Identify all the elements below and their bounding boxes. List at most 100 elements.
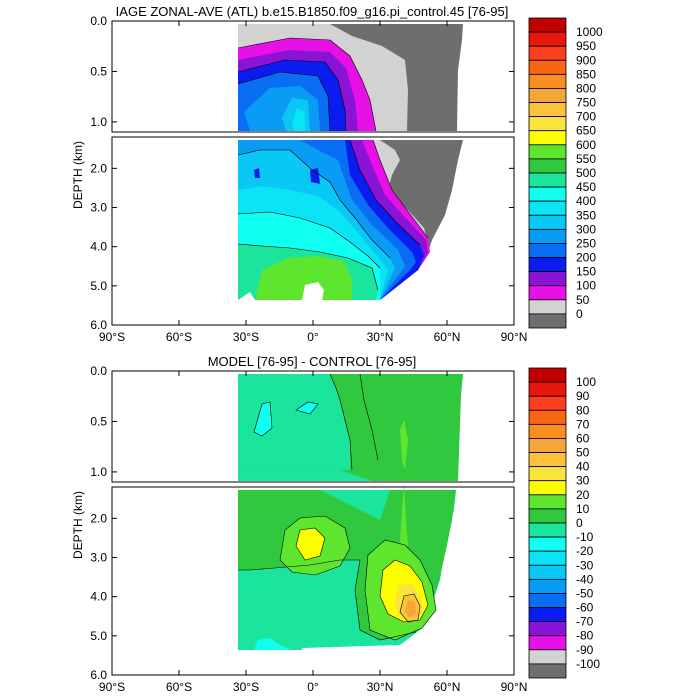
x-tick-label: 90°N	[501, 330, 528, 344]
colorbar-label: 30	[576, 474, 590, 488]
colorbar-label: -40	[576, 572, 594, 586]
y-tick-label: 4.0	[90, 240, 107, 254]
colorbar-label: -10	[576, 530, 594, 544]
colorbar-swatch	[528, 214, 567, 230]
chart-1: IAGE ZONAL-AVE (ATL) b.e15.B1850.f09_g16…	[71, 4, 603, 344]
chart-2-colorbar: 1009080706050403020100-10-20-30-40-50-60…	[528, 367, 600, 679]
colorbar-label: 40	[576, 460, 590, 474]
y-tick-label: 0.5	[90, 64, 107, 78]
colorbar-swatch	[528, 466, 567, 482]
colorbar-swatch	[528, 578, 567, 594]
colorbar-swatch	[528, 228, 567, 244]
colorbar-swatch	[528, 45, 567, 61]
colorbar-swatch	[528, 381, 567, 397]
y-tick-label: 5.0	[90, 279, 107, 293]
colorbar-label: 80	[576, 403, 590, 417]
colorbar-swatch	[528, 17, 567, 33]
colorbar-label: 400	[576, 194, 596, 208]
colorbar-label: 100	[576, 375, 596, 389]
colorbar-swatch	[528, 172, 567, 188]
y-tick-label: 3.0	[90, 551, 107, 565]
x-tick-label: 0°	[307, 680, 319, 694]
colorbar-swatch	[528, 299, 567, 315]
colorbar-swatch	[528, 158, 567, 174]
x-tick-label: 30°S	[233, 680, 259, 694]
colorbar-label: 800	[576, 81, 596, 95]
colorbar-label: -70	[576, 615, 594, 629]
x-tick-label: 30°N	[367, 680, 394, 694]
y-tick-label: 1.0	[90, 115, 107, 129]
colorbar-swatch	[528, 88, 567, 103]
y-tick-label: 2.0	[90, 511, 107, 525]
colorbar-swatch	[528, 130, 567, 146]
colorbar-label: 650	[576, 124, 596, 138]
colorbar-swatch	[528, 59, 567, 75]
chart-1-colorbar: 1000950900850800750700650600550500450400…	[528, 17, 603, 329]
colorbar-label: 950	[576, 39, 596, 53]
y-tick-label: 0.0	[90, 364, 107, 378]
colorbar-swatch	[528, 522, 567, 538]
colorbar-label: 0	[576, 516, 583, 530]
colorbar-label: 0	[576, 307, 583, 321]
colorbar-swatch	[528, 257, 567, 273]
x-tick-label: 60°S	[166, 680, 192, 694]
colorbar-swatch	[528, 116, 567, 132]
colorbar-label: 900	[576, 53, 596, 67]
colorbar-label: 700	[576, 110, 596, 124]
y-tick-label: 6.0	[90, 318, 107, 332]
colorbar-swatch	[528, 663, 567, 679]
chart-2: MODEL [76-95] - CONTROL [76-95] DEPTH (k…	[71, 354, 600, 694]
chart-2-lower-field	[237, 484, 456, 651]
colorbar-label: 60	[576, 431, 590, 445]
chart-2-upper-panel	[111, 370, 515, 483]
x-tick-label: 0°	[307, 330, 319, 344]
colorbar-label: 300	[576, 222, 596, 236]
colorbar-swatch	[528, 243, 567, 258]
colorbar-swatch	[528, 367, 567, 383]
colorbar-swatch	[528, 536, 567, 552]
colorbar-label: 70	[576, 417, 590, 431]
colorbar-label: 150	[576, 265, 596, 279]
colorbar-swatch	[528, 649, 567, 665]
colorbar-swatch	[528, 621, 567, 637]
colorbar-swatch	[528, 285, 567, 301]
colorbar-swatch	[528, 635, 567, 651]
colorbar-label: 90	[576, 389, 590, 403]
chart-2-ylabel: DEPTH (km)	[71, 491, 85, 559]
colorbar-swatch	[528, 31, 567, 47]
colorbar-label: 750	[576, 96, 596, 110]
colorbar-label: -30	[576, 558, 594, 572]
colorbar-label: 50	[576, 446, 590, 460]
y-tick-label: 2.0	[90, 161, 107, 175]
colorbar-swatch	[528, 200, 567, 216]
colorbar-swatch	[528, 593, 567, 608]
y-tick-label: 0.0	[90, 14, 107, 28]
y-tick-label: 4.0	[90, 590, 107, 604]
y-tick-label: 5.0	[90, 629, 107, 643]
colorbar-label: 500	[576, 166, 596, 180]
y-tick-label: 6.0	[90, 668, 107, 682]
x-tick-label: 30°S	[233, 330, 259, 344]
colorbar-label: 600	[576, 138, 596, 152]
colorbar-label: 10	[576, 502, 590, 516]
colorbar-swatch	[528, 73, 567, 89]
colorbar-label: -80	[576, 629, 594, 643]
chart-2-lower-panel	[111, 484, 515, 676]
chart-1-lower-field	[237, 139, 463, 300]
colorbar-label: 100	[576, 279, 596, 293]
chart-1-title: IAGE ZONAL-AVE (ATL) b.e15.B1850.f09_g16…	[116, 4, 509, 19]
colorbar-swatch	[528, 494, 567, 510]
chart-1-ylabel: DEPTH (km)	[71, 141, 85, 209]
colorbar-swatch	[528, 508, 567, 524]
colorbar-label: -50	[576, 586, 594, 600]
colorbar-swatch	[528, 271, 567, 287]
colorbar-swatch	[528, 438, 567, 453]
colorbar-swatch	[528, 480, 567, 496]
colorbar-swatch	[528, 186, 567, 202]
y-tick-label: 1.0	[90, 465, 107, 479]
chart-2-title: MODEL [76-95] - CONTROL [76-95]	[208, 354, 417, 369]
colorbar-label: -20	[576, 544, 594, 558]
colorbar-swatch	[528, 102, 567, 118]
chart-1-upper-field	[237, 24, 463, 132]
